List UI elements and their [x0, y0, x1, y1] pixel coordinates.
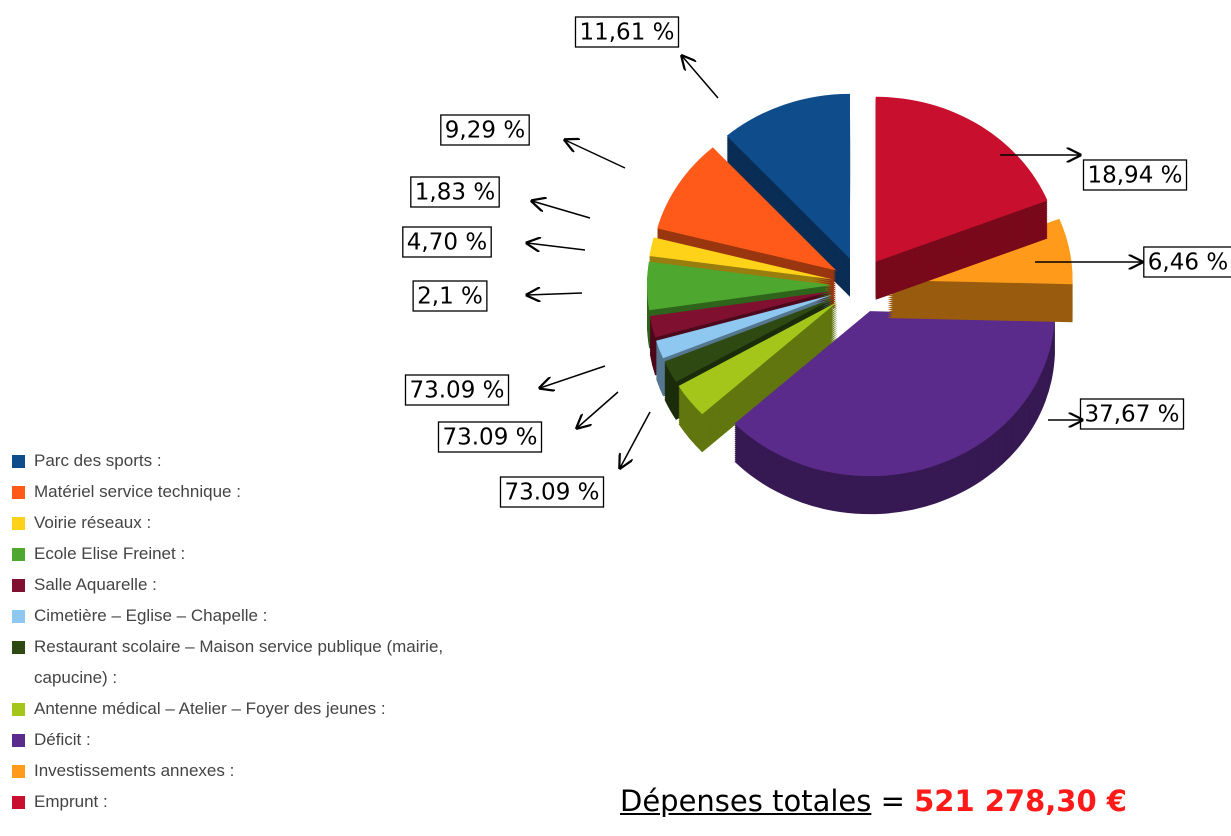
label-arrow: [620, 411, 651, 468]
annotation: 73.09 %: [442, 425, 537, 451]
slice-top: [726, 93, 851, 259]
legend-label: Matériel service technique :: [34, 482, 241, 501]
legend-swatch: [12, 548, 25, 561]
slice-top: [656, 294, 834, 359]
legend-label: Parc des sports :: [34, 451, 162, 470]
legend-swatch: [12, 517, 25, 530]
label-arrow: [540, 365, 606, 388]
label-box: [404, 374, 510, 406]
label-arrow: [532, 201, 591, 219]
legend-item: Antenne médical – Atelier – Foyer des je…: [10, 693, 490, 724]
label-arrow: [527, 243, 586, 250]
legend-swatch: [12, 579, 25, 592]
slice: [875, 96, 1048, 300]
slice: [678, 301, 838, 453]
legend-label: Déficit :: [34, 730, 91, 749]
slice: [734, 311, 1055, 515]
data-label: 4,70 %: [407, 230, 487, 256]
legend-swatch: [12, 486, 25, 499]
legend-swatch: [12, 765, 25, 778]
legend-swatch: [12, 610, 25, 623]
slice-top: [734, 311, 1055, 477]
legend-item: Déficit :: [10, 724, 490, 755]
label-box: [1082, 159, 1188, 191]
slice-top: [678, 301, 838, 415]
data-label: 37,67 %: [1084, 402, 1179, 428]
legend-swatch: [12, 796, 25, 809]
legend: Parc des sports : Matériel service techni…: [10, 445, 490, 817]
total-separator: =: [880, 784, 905, 818]
label-box: [440, 114, 530, 146]
legend-item: Voirie réseaux :: [10, 507, 490, 538]
label-box: [1079, 398, 1185, 430]
label-arrow: [565, 140, 626, 169]
slice-top: [649, 291, 833, 338]
data-label: 18,94 %: [1087, 163, 1182, 189]
label-box: [574, 16, 680, 48]
legend-swatch: [12, 703, 25, 716]
data-label: 2,1 %: [417, 284, 483, 310]
legend-item: Restaurant scolaire – Maison service pub…: [10, 631, 490, 693]
legend-swatch: [12, 734, 25, 747]
legend-item: Matériel service technique :: [10, 476, 490, 507]
legend-label: Antenne médical – Atelier – Foyer des je…: [34, 699, 386, 718]
annotation: 73.09 %: [409, 378, 504, 404]
label-box: [1143, 246, 1231, 278]
annotation: 73.09 %: [504, 480, 599, 506]
legend-item: Parc des sports :: [10, 445, 490, 476]
label-arrow: [682, 56, 719, 99]
legend-label: Ecole Elise Freinet :: [34, 544, 186, 563]
label-box: [499, 476, 605, 508]
label-arrow: [527, 293, 583, 295]
slice: [726, 93, 851, 297]
total-amount: 521 278,30 €: [914, 784, 1127, 818]
total: Dépenses totales = 521 278,30 €: [620, 784, 1127, 818]
legend-item: Cimetière – Eglise – Chapelle :: [10, 600, 490, 631]
legend-swatch: [12, 455, 25, 468]
legend-label: Salle Aquarelle :: [34, 575, 157, 594]
legend-item: Emprunt :: [10, 786, 490, 817]
slice-top: [647, 261, 833, 311]
total-label: Dépenses totales: [620, 784, 872, 818]
data-label: 1,83 %: [415, 180, 495, 206]
legend-label: Cimetière – Eglise – Chapelle :: [34, 606, 268, 625]
legend-label: Restaurant scolaire – Maison service pub…: [34, 637, 444, 687]
legend-label: Investissements annexes :: [34, 761, 235, 780]
data-label: 6,46 %: [1148, 250, 1228, 276]
legend-label: Emprunt :: [34, 792, 108, 811]
label-box: [402, 226, 492, 258]
legend-item: Investissements annexes :: [10, 755, 490, 786]
slice-top: [664, 297, 835, 382]
slice-top: [649, 237, 833, 280]
label-box: [410, 176, 500, 208]
label-box: [412, 280, 488, 312]
legend-item: Salle Aquarelle :: [10, 569, 490, 600]
legend-label: Voirie réseaux :: [34, 513, 152, 532]
slice-side: [649, 293, 833, 340]
slice-top: [875, 96, 1048, 262]
legend-item: Ecole Elise Freinet :: [10, 538, 490, 569]
label-box: [437, 421, 543, 453]
label-arrow: [577, 391, 619, 428]
slice-side: [656, 296, 834, 361]
data-label: 9,29 %: [445, 118, 525, 144]
slice-top: [657, 147, 837, 271]
slice-side: [656, 298, 834, 363]
legend-swatch: [12, 641, 25, 654]
data-label: 11,61 %: [579, 20, 674, 46]
